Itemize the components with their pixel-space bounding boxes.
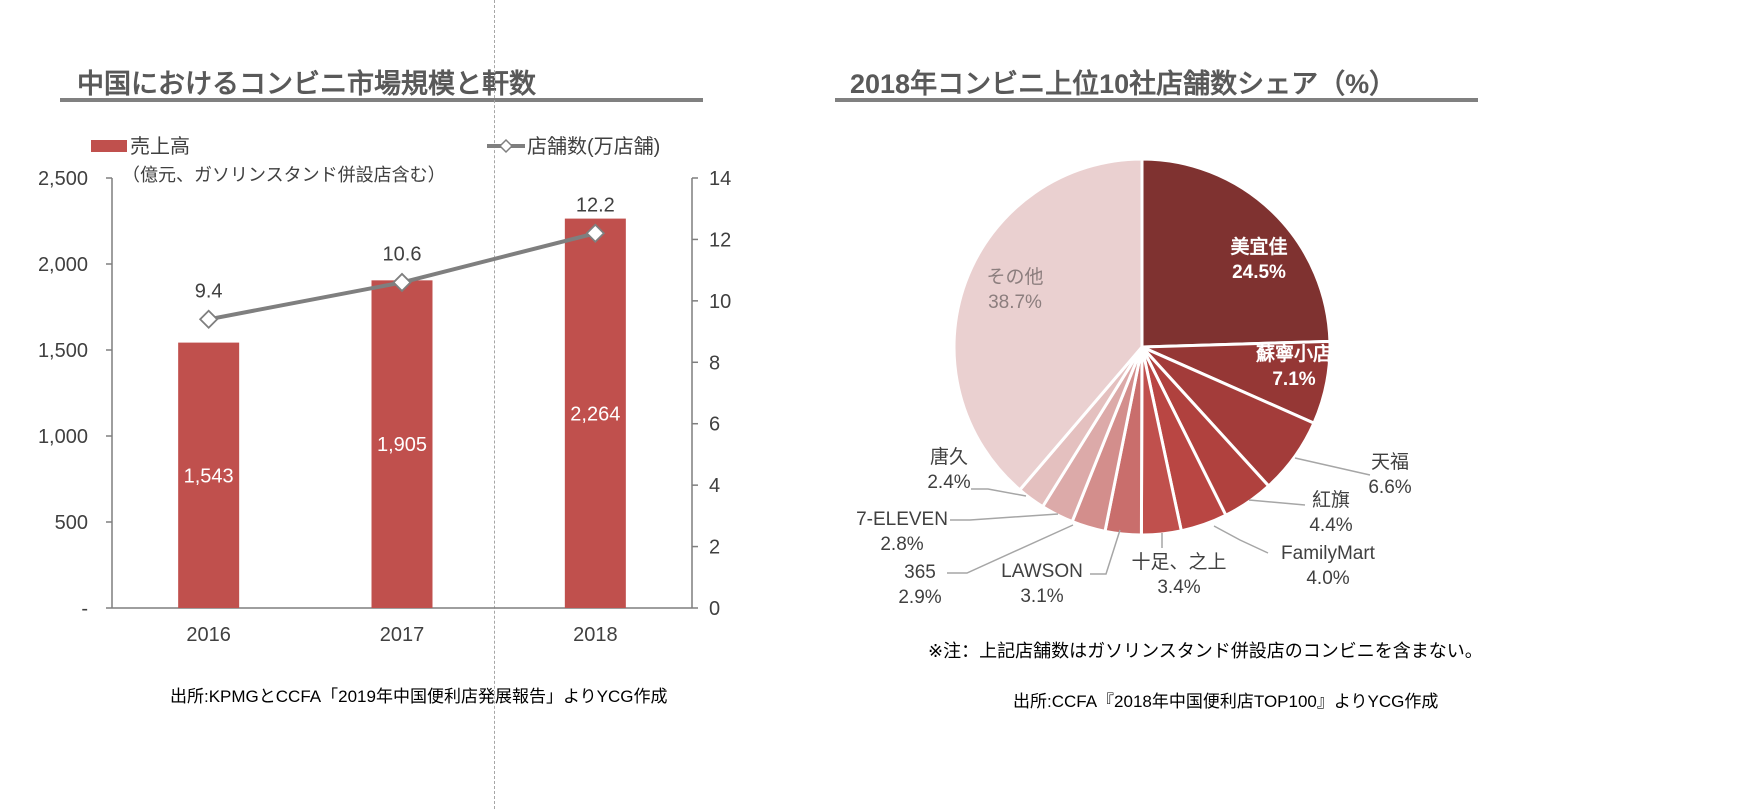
left-y-tick-label: 2,500 bbox=[38, 168, 88, 190]
pie-slice-value-label: 3.1% bbox=[1020, 586, 1063, 607]
pie-slice-name-label: 365 bbox=[904, 562, 936, 583]
legend-sales-label: 売上高 bbox=[130, 135, 190, 158]
left-chart-title: 中国におけるコンビニ市場規模と軒数 bbox=[77, 69, 536, 99]
left-y-tick-label: 1,500 bbox=[38, 340, 88, 362]
pie-slice-value-label: 7.1% bbox=[1272, 369, 1315, 390]
store-count-value-label: 12.2 bbox=[576, 194, 615, 216]
sales-bar-value-label: 2,264 bbox=[570, 403, 620, 425]
pie-slice-name-label: 天福 bbox=[1371, 451, 1409, 473]
pie-leader-line bbox=[1090, 529, 1121, 575]
store-count-point bbox=[392, 272, 412, 293]
left-axis-unit-note: （億元、ガソリンスタンド併設店含む） bbox=[122, 165, 446, 185]
right-y-tick-label: 8 bbox=[709, 352, 720, 374]
right-source-note: 出所:CCFA『2018年中国便利店TOP100』よりYCG作成 bbox=[1013, 692, 1439, 711]
sales-bar-value-label: 1,905 bbox=[377, 434, 427, 456]
right-title-rule bbox=[835, 98, 1478, 102]
pie-slice-value-label: 38.7% bbox=[988, 292, 1042, 313]
left-y-tick-label: - bbox=[81, 598, 88, 620]
pie-slice bbox=[1140, 157, 1332, 349]
pie-footnote: ※注：上記店舗数はガソリンスタンド併設店のコンビニを含まない。 bbox=[928, 641, 1483, 661]
right-y-tick-label: 4 bbox=[709, 475, 720, 497]
store-count-point bbox=[198, 309, 219, 330]
pie-leader-line bbox=[947, 524, 1074, 574]
pie-slice-name-label: 唐久 bbox=[930, 446, 968, 468]
left-y-tick-label: 500 bbox=[55, 512, 88, 534]
right-chart-title: 2018年コンビニ上位10社店舗数シェア（%） bbox=[850, 69, 1397, 99]
sales-bar bbox=[371, 280, 433, 608]
x-tick-label: 2016 bbox=[186, 624, 231, 646]
store-count-value-label: 9.4 bbox=[195, 280, 223, 302]
pie-slice-name-label: 紅旗 bbox=[1312, 489, 1350, 511]
right-y-tick-label: 2 bbox=[709, 537, 720, 559]
right-y-tick-label: 10 bbox=[709, 291, 731, 313]
pie-slice-name-label: LAWSON bbox=[1001, 561, 1083, 582]
store-count-value-label: 10.6 bbox=[383, 243, 422, 265]
pie-slice-value-label: 2.8% bbox=[880, 534, 923, 555]
sales-bar-value-label: 1,543 bbox=[184, 465, 234, 487]
left-source-note: 出所:KPMGとCCFA「2019年中国便利店発展報告」よりYCG作成 bbox=[170, 687, 668, 706]
pie-leader-line bbox=[1294, 457, 1371, 476]
pie-slice-value-label: 2.4% bbox=[927, 472, 970, 493]
pie-leader-line bbox=[1213, 525, 1269, 554]
pie-slice-value-label: 24.5% bbox=[1232, 262, 1286, 283]
left-y-tick-label: 1,000 bbox=[38, 426, 88, 448]
pie-slice-value-label: 4.0% bbox=[1306, 568, 1349, 589]
sales-and-store-count-chart: - 500 1,000 1,500 2,000 2,500 0 2 4 6 8 10 12 14 1,543… bbox=[38, 135, 731, 646]
pie-leader-line bbox=[971, 488, 1027, 497]
pie-slice-value-label: 6.6% bbox=[1368, 477, 1411, 498]
pie-slice-value-label: 2.9% bbox=[898, 587, 941, 608]
store-count-point bbox=[585, 223, 606, 244]
pie-slice-name-label: 十足、之上 bbox=[1131, 551, 1226, 573]
pie-slice-name-label: その他 bbox=[986, 266, 1043, 288]
pie-slice-name-label: 美宜佳 bbox=[1230, 235, 1287, 258]
pie-leader-line bbox=[1248, 499, 1306, 506]
legend-store-count-marker bbox=[498, 138, 514, 154]
pie-slice-value-label: 4.4% bbox=[1309, 515, 1352, 536]
column-divider bbox=[494, 0, 495, 809]
x-tick-label: 2017 bbox=[380, 624, 425, 646]
legend-sales-swatch bbox=[91, 140, 127, 152]
x-tick-label: 2018 bbox=[573, 624, 618, 646]
pie-leader-line bbox=[950, 513, 1059, 521]
pie-slice-name-label: 蘇寧小店 bbox=[1255, 342, 1332, 365]
right-y-tick-label: 14 bbox=[709, 168, 731, 190]
pie-slice-name-label: 7-ELEVEN bbox=[856, 509, 948, 530]
pie-slice bbox=[952, 157, 1144, 492]
pie-slice-name-label: FamilyMart bbox=[1281, 543, 1376, 564]
pie-slice-value-label: 3.4% bbox=[1157, 577, 1200, 598]
right-y-tick-label: 0 bbox=[709, 598, 720, 620]
legend-store-count-label: 店舗数(万店舗) bbox=[527, 135, 660, 158]
right-y-tick-label: 12 bbox=[709, 229, 731, 251]
right-y-tick-label: 6 bbox=[709, 414, 720, 436]
left-title-rule bbox=[60, 98, 703, 102]
sales-bar bbox=[564, 218, 626, 608]
left-y-tick-label: 2,000 bbox=[38, 254, 88, 276]
store-share-pie-chart: 美宜佳 24.5% 蘇寧小店 7.1% 天福 6.6% 紅旗 4.4% FamilyMart 4.… bbox=[856, 157, 1412, 608]
sales-bar bbox=[178, 342, 240, 608]
